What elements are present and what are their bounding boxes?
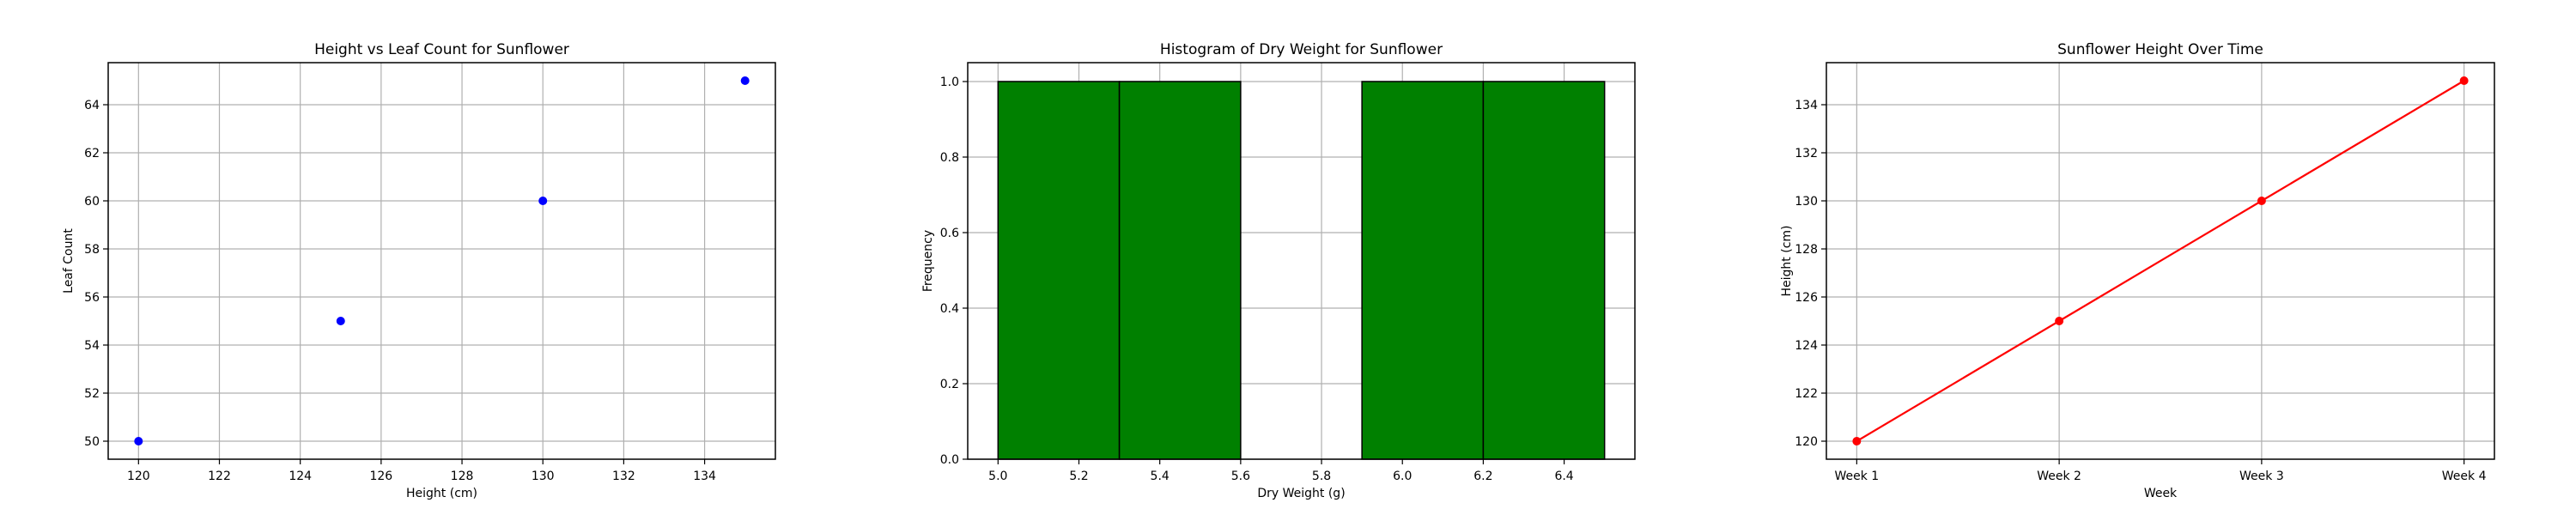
scatter-point [740, 76, 750, 85]
y-tick-label: 120 [1795, 435, 1818, 449]
histogram-bar [997, 81, 1121, 460]
x-axis-label: Week [2144, 487, 2178, 500]
line-marker [2055, 317, 2064, 325]
histogram-bar [1118, 81, 1242, 460]
scatter-point [538, 197, 548, 205]
x-tick-label: Week 1 [1835, 470, 1880, 483]
chart-1: 120 122 124 126 128 130 132 134 50 52 54 56 58 60 62 64… [62, 41, 776, 500]
line-marker [2459, 76, 2469, 85]
x-tick-label: 6.4 [1554, 470, 1573, 483]
y-tick-label: 60 [84, 195, 100, 209]
histogram-bar [1482, 81, 1606, 460]
scatter-point [134, 437, 143, 445]
chart-2: 5.0 5.2 5.4 5.6 5.8 6.0 6.2 6.4 0.0 0.2 0.4 0.6 0.8 1… [921, 41, 1636, 500]
line-marker [2257, 197, 2266, 205]
x-axis-label: Dry Weight (g) [1257, 487, 1345, 500]
histogram-bar [1361, 81, 1485, 460]
x-tick-label: 5.2 [1069, 470, 1088, 483]
line-marker [1852, 437, 1862, 445]
y-tick-label: 122 [1795, 387, 1818, 401]
axes-frame [967, 62, 1636, 460]
y-tick-label: 0.4 [940, 302, 959, 316]
series-line [1856, 80, 2465, 442]
y-tick-label: 134 [1795, 99, 1818, 112]
y-tick-label: 130 [1795, 195, 1818, 209]
y-tick-label: 56 [84, 291, 100, 305]
x-tick-label: 134 [693, 470, 716, 483]
chart-3: Week 1 Week 2 Week 3 Week 4 120 122 124 126 128 1… [1780, 41, 2495, 500]
y-tick-label: 58 [84, 243, 100, 257]
x-tick-label: Week 2 [2037, 470, 2081, 483]
x-tick-label: 128 [451, 470, 474, 483]
axes-frame [107, 62, 776, 460]
x-tick-label: 5.0 [988, 470, 1007, 483]
x-tick-label: 5.4 [1151, 470, 1170, 483]
x-tick-label: 6.0 [1393, 470, 1412, 483]
y-tick-label: 1.0 [940, 76, 959, 89]
x-tick-label: 130 [532, 470, 555, 483]
y-tick-label: 54 [84, 339, 100, 353]
x-tick-label: 6.2 [1473, 470, 1492, 483]
y-tick-label: 0.0 [940, 453, 959, 467]
y-axis-label: Frequency [921, 230, 935, 292]
x-tick-label: 124 [289, 470, 312, 483]
y-tick-label: 132 [1795, 147, 1818, 161]
y-tick-label: 0.2 [940, 378, 959, 391]
y-tick-label: 0.8 [940, 151, 959, 165]
x-tick-label: Week 4 [2442, 470, 2487, 483]
x-tick-label: 132 [612, 470, 635, 483]
chart-title: Sunflower Height Over Time [2057, 41, 2263, 58]
x-axis-label: Height (cm) [406, 487, 477, 500]
scatter-point [336, 317, 345, 325]
chart-title: Height vs Leaf Count for Sunflower [314, 41, 569, 58]
axes-frame [1826, 62, 2495, 460]
y-tick-label: 128 [1795, 243, 1818, 257]
x-tick-label: 5.6 [1231, 470, 1250, 483]
y-tick-label: 0.6 [940, 227, 959, 240]
y-tick-label: 64 [84, 99, 100, 112]
y-tick-label: 124 [1795, 339, 1818, 353]
y-axis-label: Leaf Count [62, 228, 76, 294]
y-tick-label: 52 [84, 387, 100, 401]
chart-title: Histogram of Dry Weight for Sunflower [1160, 41, 1443, 58]
y-tick-label: 50 [84, 435, 100, 449]
x-tick-label: 122 [208, 470, 231, 483]
x-tick-label: Week 3 [2239, 470, 2284, 483]
x-tick-label: 5.8 [1312, 470, 1331, 483]
x-tick-label: 120 [127, 470, 150, 483]
y-axis-label: Height (cm) [1780, 226, 1794, 297]
y-tick-label: 126 [1795, 291, 1818, 305]
y-tick-label: 62 [84, 147, 100, 161]
x-tick-label: 126 [369, 470, 392, 483]
